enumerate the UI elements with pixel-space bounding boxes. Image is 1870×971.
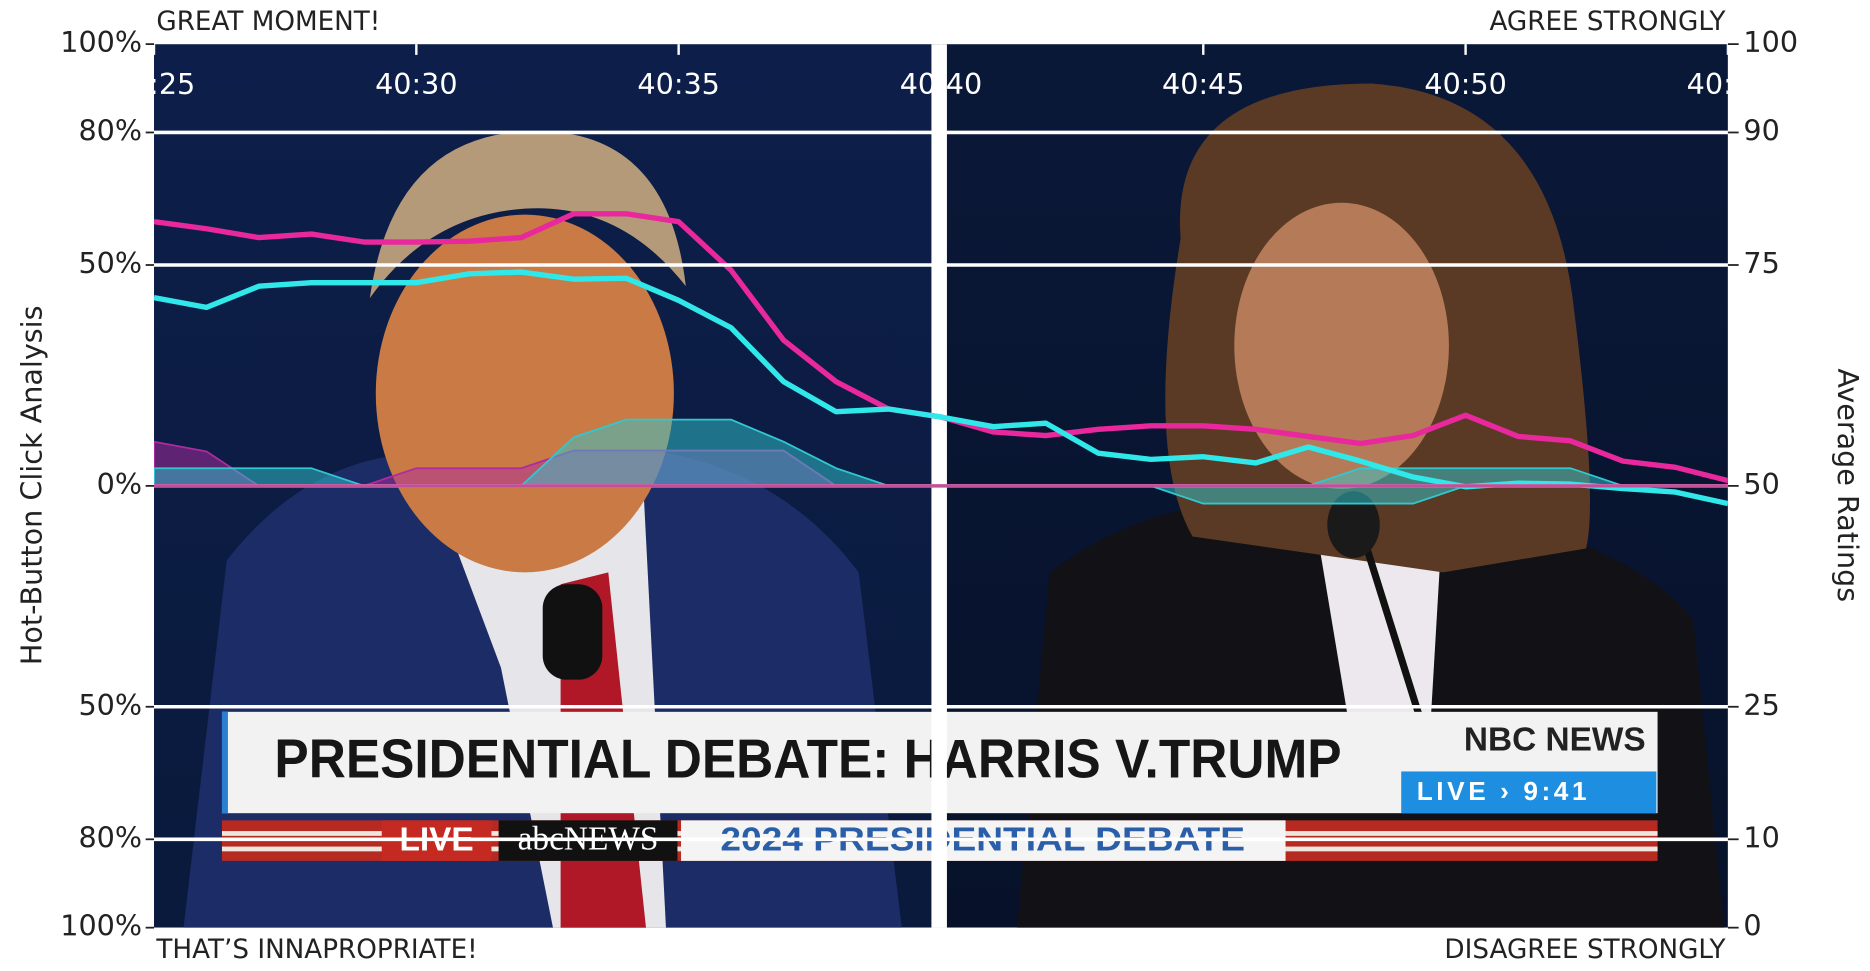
- y2-tick-label: 10: [1743, 820, 1779, 854]
- x-tick-label: 40:35: [637, 67, 719, 101]
- live-time: LIVE › 9:41: [1417, 776, 1590, 806]
- x-tick-label: 40:30: [375, 67, 457, 101]
- y2-tick-label: 75: [1743, 246, 1779, 280]
- corner-label: THAT’S INNAPROPRIATE!: [155, 935, 477, 965]
- y2-axis-label: Average Ratings: [1831, 368, 1865, 602]
- banner-accent: [221, 711, 228, 814]
- x-tick-label: 40:50: [1424, 67, 1506, 101]
- headline: PRESIDENTIAL DEBATE: HARRIS V.TRUMP: [274, 728, 1341, 790]
- y-tick-label: 100%: [60, 25, 142, 59]
- y2-tick-label: 100: [1743, 25, 1798, 59]
- x-tick-label: 40:45: [1162, 67, 1244, 101]
- y-tick-label: 80%: [78, 820, 142, 854]
- y-tick-label: 80%: [78, 113, 142, 147]
- y2-tick-label: 90: [1743, 113, 1779, 147]
- chart-layer: 40:2540:3040:3540:4040:4540:5040:55100%8…: [60, 25, 1798, 943]
- left-face: [375, 214, 674, 573]
- left-mic: [542, 584, 603, 680]
- x-tick-label: 40:55: [1687, 67, 1769, 101]
- network-logo: NBC NEWS: [1464, 721, 1646, 758]
- y-axis-label: Hot-Button Click Analysis: [15, 305, 49, 665]
- right-face: [1234, 202, 1449, 489]
- y-tick-label: 50%: [78, 688, 142, 722]
- y2-tick-label: 25: [1743, 688, 1779, 722]
- y2-tick-label: 0: [1743, 909, 1761, 943]
- y2-tick-label: 50: [1743, 467, 1779, 501]
- corner-label: AGREE STRONGLY: [1489, 7, 1726, 37]
- live-time-box: [1401, 771, 1657, 814]
- right-mic: [1327, 491, 1380, 559]
- y-tick-label: 50%: [78, 246, 142, 280]
- corner-label: GREAT MOMENT!: [156, 7, 380, 37]
- y-tick-label: 100%: [60, 909, 142, 943]
- x-tick-label: 40:25: [113, 67, 195, 101]
- left-hair: [369, 131, 686, 299]
- y-tick-label: 0%: [97, 467, 142, 501]
- right-mic-stand: [1356, 523, 1423, 717]
- corner-label: DISAGREE STRONGLY: [1444, 935, 1726, 965]
